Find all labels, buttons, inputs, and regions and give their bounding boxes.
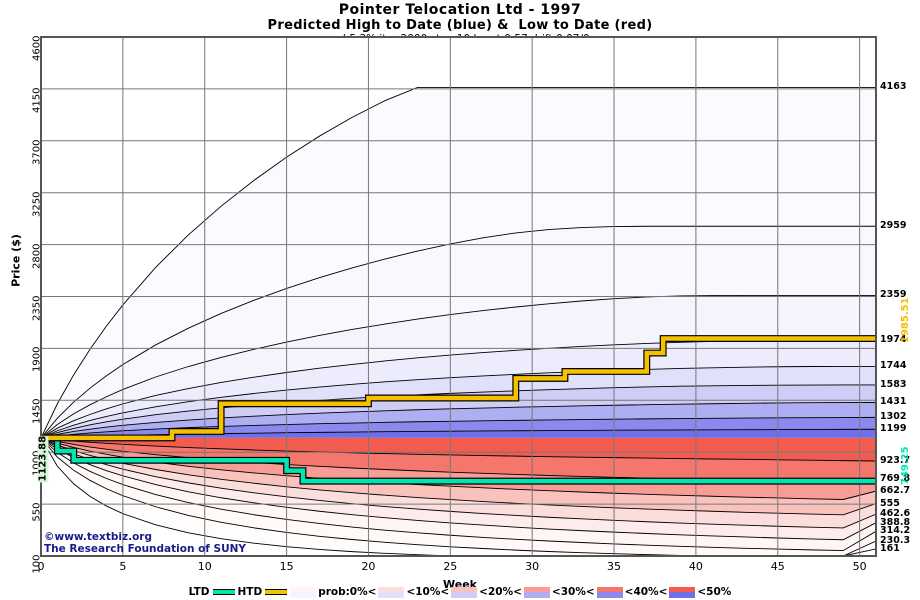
legend-probability-label: <40%< bbox=[624, 586, 668, 598]
y-tick-label: 3700 bbox=[31, 139, 43, 165]
legend-probability-label: <30%< bbox=[551, 586, 595, 598]
y-tick-label: 2800 bbox=[31, 243, 43, 269]
legend-probability-swatch bbox=[596, 586, 623, 598]
x-tick-label: 30 bbox=[525, 560, 540, 573]
x-tick-label: 40 bbox=[688, 560, 703, 573]
legend-probability-scale: prob:0%< <10%< <20%< <30%< <40%< <50% bbox=[289, 586, 732, 598]
chart-subtitle: Predicted High to Date (blue) & Low to D… bbox=[267, 18, 653, 33]
x-tick-label: 5 bbox=[119, 560, 127, 573]
x-tick-label: 10 bbox=[197, 560, 212, 573]
right-axis-value: 4163 bbox=[880, 81, 907, 93]
ltd-value-label: 749.25 bbox=[900, 446, 911, 486]
legend-probability-label: <50% bbox=[697, 586, 732, 598]
legend-htd-swatch bbox=[265, 589, 288, 595]
right-axis-value: 1302 bbox=[880, 411, 907, 423]
x-tick-label: 20 bbox=[361, 560, 376, 573]
legend-probability-label: prob:0%< bbox=[318, 586, 377, 598]
page-title: Pointer Telocation Ltd - 1997 bbox=[338, 2, 582, 18]
right-axis-value: 388.8 bbox=[880, 516, 911, 528]
y-tick-label: 2350 bbox=[31, 295, 43, 321]
legend-probability-swatch bbox=[523, 586, 550, 598]
right-axis-value: 923.7 bbox=[880, 454, 911, 466]
right-axis-value: 1744 bbox=[880, 360, 907, 372]
y-tick-label: 550 bbox=[31, 502, 43, 522]
x-tick-label: 0 bbox=[37, 560, 45, 573]
chart-legend: LTD HTD prob:0%< <10%< <20%< <30%< <40%< <50% bbox=[0, 586, 920, 598]
y-tick-label: 1450 bbox=[31, 398, 43, 425]
x-tick-label: 25 bbox=[443, 560, 458, 573]
right-axis-value: 2959 bbox=[880, 220, 907, 232]
x-tick-label: 45 bbox=[770, 560, 785, 573]
legend-htd-label: HTD bbox=[237, 586, 263, 598]
right-axis-value: 1583 bbox=[880, 378, 907, 390]
legend-probability-swatch bbox=[451, 586, 478, 598]
right-axis-value: 314.2 bbox=[880, 525, 911, 537]
right-axis-value: 161 bbox=[880, 542, 900, 554]
y-tick-label: 3250 bbox=[31, 191, 43, 217]
legend-probability-swatch bbox=[669, 586, 696, 598]
legend-probability-swatch bbox=[290, 586, 317, 598]
legend-probability-label: <20%< bbox=[479, 586, 522, 598]
watermark: ©www.textbiz.org The Research Foundation… bbox=[44, 531, 247, 555]
current-price-label: 1123.88 bbox=[37, 435, 49, 483]
htd-value-label: 1985.51 bbox=[900, 296, 911, 343]
right-axis-value: 462.6 bbox=[880, 508, 911, 520]
right-axis-value: 769.8 bbox=[880, 472, 911, 484]
right-axis-value: 1431 bbox=[880, 396, 907, 408]
right-axis-value: 2359 bbox=[880, 289, 907, 301]
x-tick-label: 15 bbox=[279, 560, 294, 573]
right-axis-value: 1974 bbox=[880, 333, 907, 345]
legend-probability-label: <10%< bbox=[406, 586, 450, 598]
legend-ltd-label: LTD bbox=[188, 586, 210, 598]
y-tick-label: 4600 bbox=[31, 35, 43, 61]
legend-ltd-swatch bbox=[212, 589, 235, 595]
x-tick-label: 50 bbox=[852, 560, 867, 573]
y-tick-label: 4150 bbox=[31, 87, 43, 113]
right-axis-value: 1199 bbox=[880, 423, 907, 435]
right-axis-value: 662.7 bbox=[880, 485, 911, 497]
right-axis-value: 555 bbox=[880, 497, 900, 509]
right-axis-value: 230.3 bbox=[880, 534, 911, 546]
legend-probability-swatch bbox=[378, 586, 405, 598]
y-tick-label: 1900 bbox=[31, 346, 43, 373]
x-tick-label: 35 bbox=[607, 560, 622, 573]
